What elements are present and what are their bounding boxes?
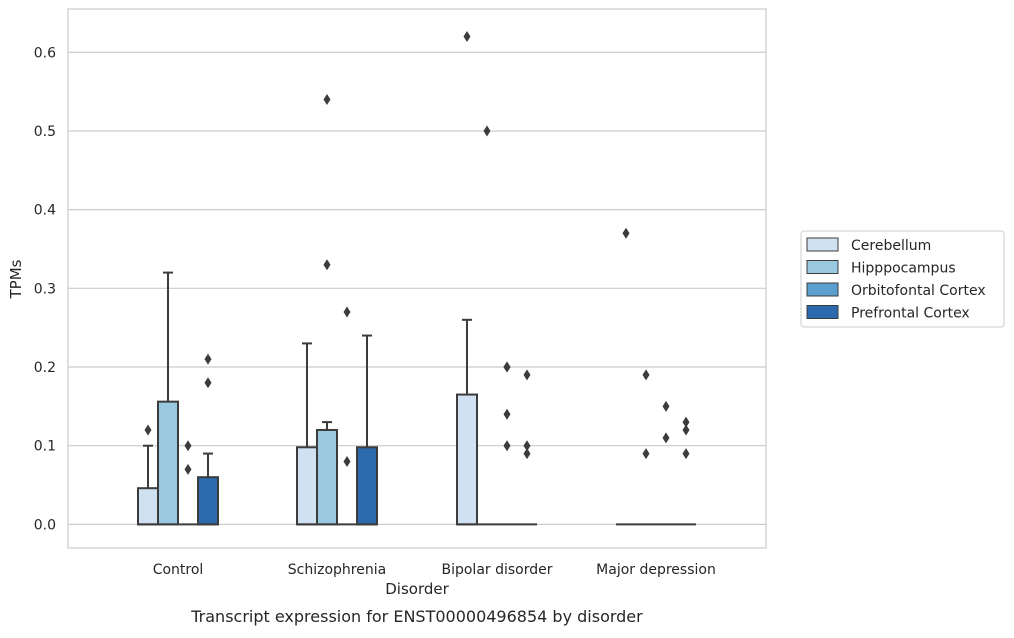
- legend-swatch: [806, 282, 839, 297]
- y-tick-label: 0.0: [34, 517, 56, 533]
- box: [296, 446, 318, 526]
- legend-items: Cerebellum Hipppocampus Orbitofontal Corte…: [806, 237, 986, 322]
- outlier-point: [682, 416, 690, 428]
- x-tick-label: Schizophrenia: [288, 562, 386, 578]
- box-group: [137, 444, 159, 526]
- legend-swatch: [806, 305, 839, 319]
- outlier-point: [662, 400, 670, 412]
- x-tick-label: Bipolar disorder: [441, 562, 552, 578]
- outlier-point: [642, 369, 650, 381]
- outlier-point: [144, 424, 152, 436]
- box: [456, 393, 478, 526]
- outlier-point: [503, 408, 511, 420]
- outlier-point: [682, 424, 690, 436]
- outlier-point: [503, 440, 511, 452]
- outlier-point: [343, 306, 351, 318]
- outlier-layer: [144, 31, 690, 475]
- outlier-point: [523, 440, 531, 452]
- outlier-point: [483, 125, 491, 137]
- outlier-point: [204, 353, 212, 365]
- outlier-point: [323, 93, 331, 105]
- y-tick-label: 0.4: [34, 203, 56, 219]
- chart-caption: Transcript expression for ENST0000049685…: [190, 607, 643, 626]
- outlier-point: [622, 227, 630, 239]
- y-tick-labels: 0.0 0.1 0.2 0.3 0.4 0.5 0.6: [34, 45, 56, 533]
- outlier-point: [184, 440, 192, 452]
- legend-item: Cerebellum: [806, 237, 931, 254]
- legend-label: Cerebellum: [851, 238, 931, 254]
- legend: Cerebellum Hipppocampus Orbitofontal Corte…: [800, 230, 1005, 328]
- y-tick-label: 0.5: [34, 124, 56, 140]
- legend-swatch: [806, 237, 839, 252]
- outlier-point: [523, 448, 531, 460]
- outlier-point: [204, 377, 212, 389]
- x-tick-label: Control: [153, 562, 204, 578]
- box: [197, 476, 219, 526]
- box: [137, 487, 159, 526]
- legend-item: Hipppocampus: [806, 260, 956, 277]
- legend-item: Orbitofontal Cortex: [806, 282, 986, 299]
- legend-swatch: [806, 260, 839, 274]
- legend-item: Prefrontal Cortex: [806, 305, 970, 322]
- y-axis-label: TPMs: [7, 259, 25, 299]
- outlier-point: [463, 31, 471, 43]
- y-tick-label: 0.3: [34, 281, 56, 297]
- box-group: [316, 421, 338, 526]
- legend-frame: [800, 230, 1005, 328]
- legend-label: Prefrontal Cortex: [851, 306, 970, 322]
- outlier-point: [343, 455, 351, 467]
- x-axis-label: Disorder: [385, 580, 449, 598]
- outlier-point: [642, 448, 650, 460]
- box-group: [157, 271, 179, 526]
- y-tick-label: 0.2: [34, 360, 56, 376]
- plot-frame: [67, 8, 767, 549]
- outlier-point: [682, 448, 690, 460]
- legend-label: Hipppocampus: [851, 261, 956, 277]
- box-group: [197, 452, 219, 526]
- box: [356, 446, 378, 526]
- x-tick-labels: Control Schizophrenia Bipolar disorder Majo…: [153, 562, 716, 578]
- x-tick-label: Major depression: [596, 562, 716, 578]
- box-group: [456, 318, 478, 526]
- box: [316, 428, 338, 526]
- outlier-point: [523, 369, 531, 381]
- grid-layer: [68, 51, 766, 525]
- outlier-point: [662, 432, 670, 444]
- y-tick-label: 0.6: [34, 45, 56, 61]
- legend-label: Orbitofontal Cortex: [851, 283, 986, 299]
- outlier-point: [184, 463, 192, 475]
- outlier-point: [503, 361, 511, 373]
- box-group: [296, 342, 318, 526]
- y-tick-label: 0.1: [34, 439, 56, 455]
- box: [157, 400, 179, 526]
- box-group: [356, 334, 378, 526]
- box-layer: [137, 271, 696, 526]
- outlier-point: [323, 259, 331, 271]
